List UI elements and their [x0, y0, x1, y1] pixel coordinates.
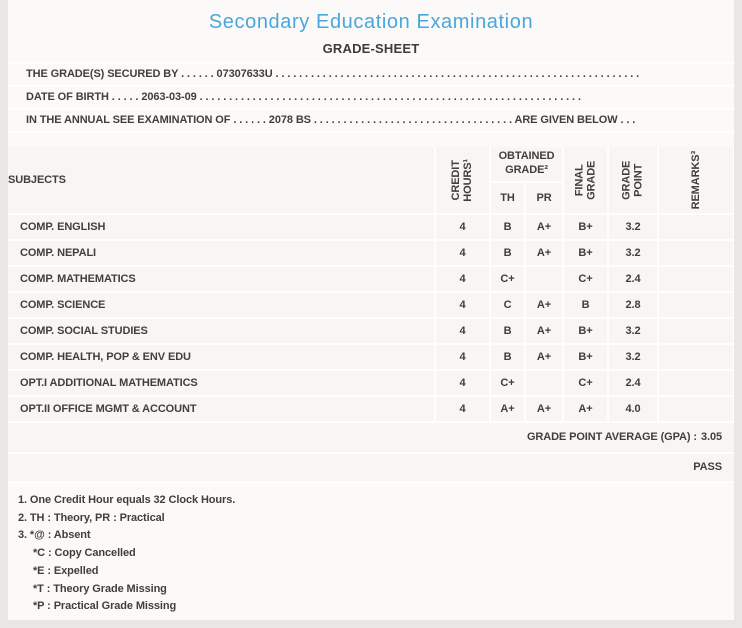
final-grade-cell: B+	[563, 344, 610, 371]
table-row: COMP. SOCIAL STUDIES 4 B A+ B+ 3.2	[8, 318, 734, 345]
remarks-cell	[658, 344, 734, 371]
theory-grade-cell: C+	[490, 266, 526, 293]
table-row: OPT.II OFFICE MGMT & ACCOUNT 4 A+ A+ A+ …	[8, 396, 734, 423]
subject-cell: COMP. ENGLISH	[8, 214, 436, 241]
credit-hours-cell: 4	[435, 370, 491, 397]
practical-grade-cell: A+	[525, 318, 565, 345]
final-grade-cell: B	[563, 292, 610, 319]
remarks-cell	[658, 266, 734, 293]
title-block: Secondary Education Examination GRADE-SH…	[8, 0, 734, 64]
theory-grade-cell: C	[490, 292, 526, 319]
final-grade-cell: A+	[563, 396, 610, 423]
credit-hours-cell: 4	[435, 214, 491, 241]
info-line-date-of-birth: DATE OF BIRTH . . . . . 2063-03-09 . . .…	[8, 87, 734, 110]
result-status: PASS	[693, 461, 722, 473]
practical-grade-cell: A+	[525, 292, 565, 319]
practical-grade-cell	[525, 266, 565, 293]
grades-table: SUBJECTS CREDIT HOURS¹ OBTAINED GRADE² F…	[8, 147, 734, 423]
grade-point-cell: 2.4	[608, 370, 660, 397]
theory-grade-cell: B	[490, 240, 526, 267]
info-line-secured-by: THE GRADE(S) SECURED BY . . . . . . 0730…	[8, 64, 734, 87]
column-header-practical: PR	[525, 182, 565, 215]
gpa-value: 3.05	[700, 431, 722, 443]
grade-point-cell: 3.2	[608, 344, 660, 371]
final-grade-cell: B+	[563, 240, 610, 267]
remarks-cell	[658, 240, 734, 267]
table-row: COMP. ENGLISH 4 B A+ B+ 3.2	[8, 214, 734, 241]
theory-grade-cell: A+	[490, 396, 526, 423]
grade-point-cell: 3.2	[608, 318, 660, 345]
table-row: COMP. HEALTH, POP & ENV EDU 4 B A+ B+ 3.…	[8, 344, 734, 371]
document-subtitle: GRADE-SHEET	[322, 41, 420, 56]
grade-sheet-page: Secondary Education Examination GRADE-SH…	[8, 0, 734, 620]
subject-cell: COMP. MATHEMATICS	[8, 266, 436, 293]
result-row: PASS	[8, 454, 734, 483]
credit-hours-cell: 4	[435, 292, 491, 319]
final-grade-cell: B+	[563, 214, 610, 241]
footnote-credit-hour: 1. One Credit Hour equals 32 Clock Hours…	[18, 494, 236, 506]
practical-grade-cell: A+	[525, 240, 565, 267]
theory-grade-cell: B	[490, 318, 526, 345]
subject-cell: COMP. SOCIAL STUDIES	[8, 318, 436, 345]
final-grade-cell: B+	[563, 318, 610, 345]
grade-point-cell: 4.0	[608, 396, 660, 423]
grade-point-cell: 2.8	[608, 292, 660, 319]
grade-point-cell: 3.2	[608, 240, 660, 267]
gpa-label: GRADE POINT AVERAGE (GPA) :	[526, 431, 697, 443]
footnote-copy-cancelled: *C : Copy Cancelled	[33, 547, 136, 560]
practical-grade-cell: A+	[525, 344, 565, 371]
theory-grade-cell: C+	[490, 370, 526, 397]
column-header-obtained-grade: OBTAINED GRADE²	[490, 147, 565, 183]
gpa-summary-row: GRADE POINT AVERAGE (GPA) :3.05	[8, 423, 734, 454]
remarks-cell	[658, 396, 734, 423]
practical-grade-cell	[525, 370, 565, 397]
practical-grade-cell: A+	[525, 214, 565, 241]
footnote-practical-grade-missing: *P : Practical Grade Missing	[33, 600, 177, 613]
remarks-cell	[658, 318, 734, 345]
table-row: COMP. MATHEMATICS 4 C+ C+ 2.4	[8, 266, 734, 293]
practical-grade-cell: A+	[525, 396, 565, 423]
footnotes-block: 1. One Credit Hour equals 32 Clock Hours…	[8, 483, 734, 616]
subject-cell: COMP. NEPALI	[8, 240, 436, 267]
footnote-th-pr: 2. TH : Theory, PR : Practical	[18, 511, 165, 524]
grade-point-cell: 2.4	[608, 266, 660, 293]
grade-point-cell: 3.2	[608, 214, 660, 241]
credit-hours-cell: 4	[435, 318, 491, 345]
final-grade-cell: C+	[563, 370, 610, 397]
column-header-final-grade: FINAL GRADE	[563, 147, 610, 215]
theory-grade-cell: B	[490, 214, 526, 241]
column-header-grade-point: GRADE POINT	[608, 147, 660, 215]
theory-grade-cell: B	[490, 344, 526, 371]
subject-cell: COMP. HEALTH, POP & ENV EDU	[8, 344, 436, 371]
footnote-theory-grade-missing: *T : Theory Grade Missing	[33, 582, 167, 595]
remarks-cell	[658, 370, 734, 397]
info-line-examination: IN THE ANNUAL SEE EXAMINATION OF . . . .…	[8, 110, 734, 133]
column-header-remarks: REMARKS³	[658, 147, 734, 215]
table-row: COMP. NEPALI 4 B A+ B+ 3.2	[8, 240, 734, 267]
footnote-expelled: *E : Expelled	[33, 564, 99, 577]
table-row: OPT.I ADDITIONAL MATHEMATICS 4 C+ C+ 2.4	[8, 370, 734, 397]
credit-hours-cell: 4	[435, 240, 491, 267]
table-row: COMP. SCIENCE 4 C A+ B 2.8	[8, 292, 734, 319]
final-grade-cell: C+	[563, 266, 610, 293]
remarks-cell	[658, 292, 734, 319]
credit-hours-cell: 4	[435, 396, 491, 423]
footnote-absent: 3. *@ : Absent	[18, 529, 91, 542]
column-header-theory: TH	[490, 182, 526, 215]
column-header-subjects: SUBJECTS	[8, 147, 436, 215]
remarks-cell	[658, 214, 734, 241]
column-header-credit-hours: CREDIT HOURS¹	[435, 147, 491, 215]
credit-hours-cell: 4	[435, 266, 491, 293]
subject-cell: OPT.II OFFICE MGMT & ACCOUNT	[8, 396, 436, 423]
spacer	[8, 133, 734, 147]
subject-cell: COMP. SCIENCE	[8, 292, 436, 319]
credit-hours-cell: 4	[435, 344, 491, 371]
subject-cell: OPT.I ADDITIONAL MATHEMATICS	[8, 370, 436, 397]
page-title: Secondary Education Examination	[208, 11, 534, 33]
